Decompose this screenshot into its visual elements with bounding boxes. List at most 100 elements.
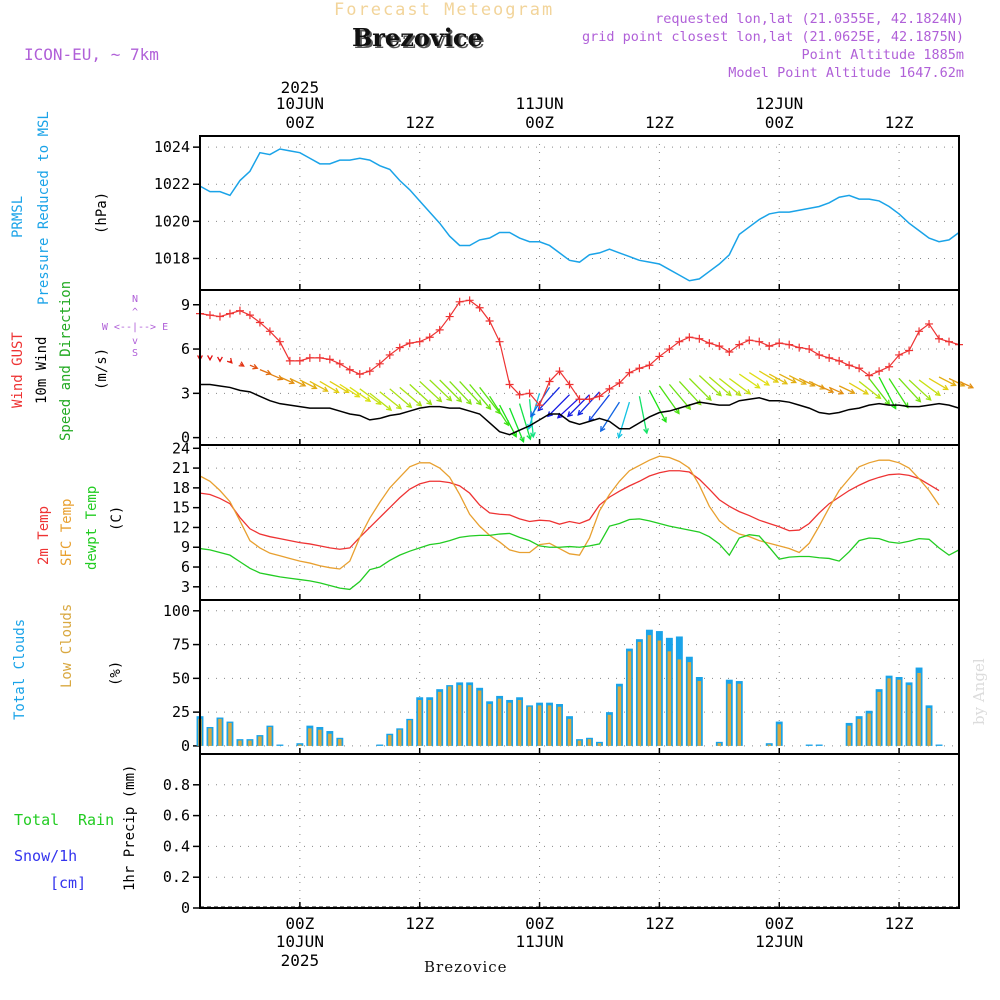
gust-marker [425,333,434,342]
low-cloud-bar [637,641,642,746]
total-clouds-label: Total Clouds [12,619,28,720]
panel-frame [199,444,960,601]
compass-n: N [132,294,138,305]
low-cloud-bar [717,743,722,746]
wind-arrowhead [238,361,245,367]
wind-arrowhead [849,388,856,395]
wind10-line [200,383,960,436]
wind-arrowhead [772,377,780,383]
low-cloud-bar [927,708,931,746]
wind-arrow [858,380,881,399]
bottom-hour-label: 00Z [525,914,554,933]
low-cloud-bar [627,651,632,746]
bottom-year-label: 2025 [281,951,320,970]
y-tick-label: 75 [172,636,190,654]
gust-marker [585,395,594,404]
wind-arrowhead [790,377,797,384]
panel-frame [199,135,960,291]
gust-marker [795,343,804,352]
gust-marker [725,348,734,356]
y-tick-label: 6 [181,558,190,576]
wind-arrowhead [725,390,732,397]
wind-arrow [688,378,712,401]
gust-marker [895,350,904,359]
gust-marker [345,365,354,374]
wind-arrowhead [466,398,472,405]
wind-arrow [618,401,631,438]
gust-marker [785,340,794,349]
wind-arrow [638,396,648,434]
wind-arrowhead [511,431,517,438]
bottom-hour-label: 12Z [405,914,434,933]
wind-arrow [888,378,909,408]
gust-marker [285,356,294,365]
y-tick-label: 0.8 [163,776,190,794]
wind-arrow [698,375,722,397]
wind-arrowhead [862,389,870,395]
wind-arrowhead [395,403,403,410]
y-tick-label: 100 [163,602,190,620]
credit-watermark: by Angel [970,658,988,725]
low-cloud-bar [258,736,262,746]
wind-arrowhead [288,378,296,385]
wind-arrow [557,397,580,419]
wind-arrowhead [745,389,752,395]
low-cloud-bar [557,706,562,746]
low-cloud-bar [897,679,901,746]
wind-arrow [489,395,509,426]
y-tick-label: 0.6 [163,807,190,825]
wind-arrowhead [925,395,932,401]
panel-frame [199,599,960,755]
y-tick-label: 50 [172,669,190,687]
gust-marker [605,384,614,393]
gust-marker [375,359,384,368]
gust-marker [845,361,854,370]
gust-marker [435,325,444,334]
wind-arrow [379,391,402,410]
model-label: ICON-EU, ~ 7km [24,45,159,64]
low-cloud-bar [687,662,692,746]
bottom-hour-label: 00Z [765,914,794,933]
wind-arrow [279,376,295,384]
low-cloud-bar [268,726,272,746]
wind-arrowhead [616,432,623,439]
wind-arrowhead [426,399,433,406]
low-cloud-bar [877,691,881,746]
gust-marker [945,337,954,346]
wind-arrowhead [386,405,393,411]
low-cloud-bar [398,729,402,746]
wind-arrow [319,380,339,393]
wind-arrow [269,373,283,380]
low-cloud-bar [607,714,612,746]
wind10-label: 10m Wind [34,337,50,404]
gust-marker [515,390,524,399]
total-cloud-bar [276,744,284,746]
wind-arrowhead [567,411,573,418]
gust-marker [565,380,574,389]
gust-marker [655,352,664,361]
pressure-unit: (hPa) [94,192,110,234]
gust-marker [575,395,584,404]
pressure-line [199,148,960,282]
wind-arrowhead [674,408,680,415]
top-date-label: 11JUN [515,94,563,113]
total-cloud-bar [935,744,943,746]
wind-arrow [788,374,807,385]
bottom-date-label: 10JUN [276,932,324,951]
wind-arrowhead [934,390,942,397]
wind-arrow [818,385,834,393]
low-cloud-bar [437,691,442,746]
gust-marker [315,353,324,362]
wind-arrowhead [875,393,882,400]
wind-arrowhead [828,387,835,394]
temp-line-sfc-temp [199,455,940,570]
wind-arrow [878,376,897,409]
low-cloud-bar [647,635,652,746]
y-tick-label: 15 [172,499,190,517]
wind-arrow [469,383,492,410]
gust-marker [355,370,364,379]
gust-marker [665,345,674,354]
